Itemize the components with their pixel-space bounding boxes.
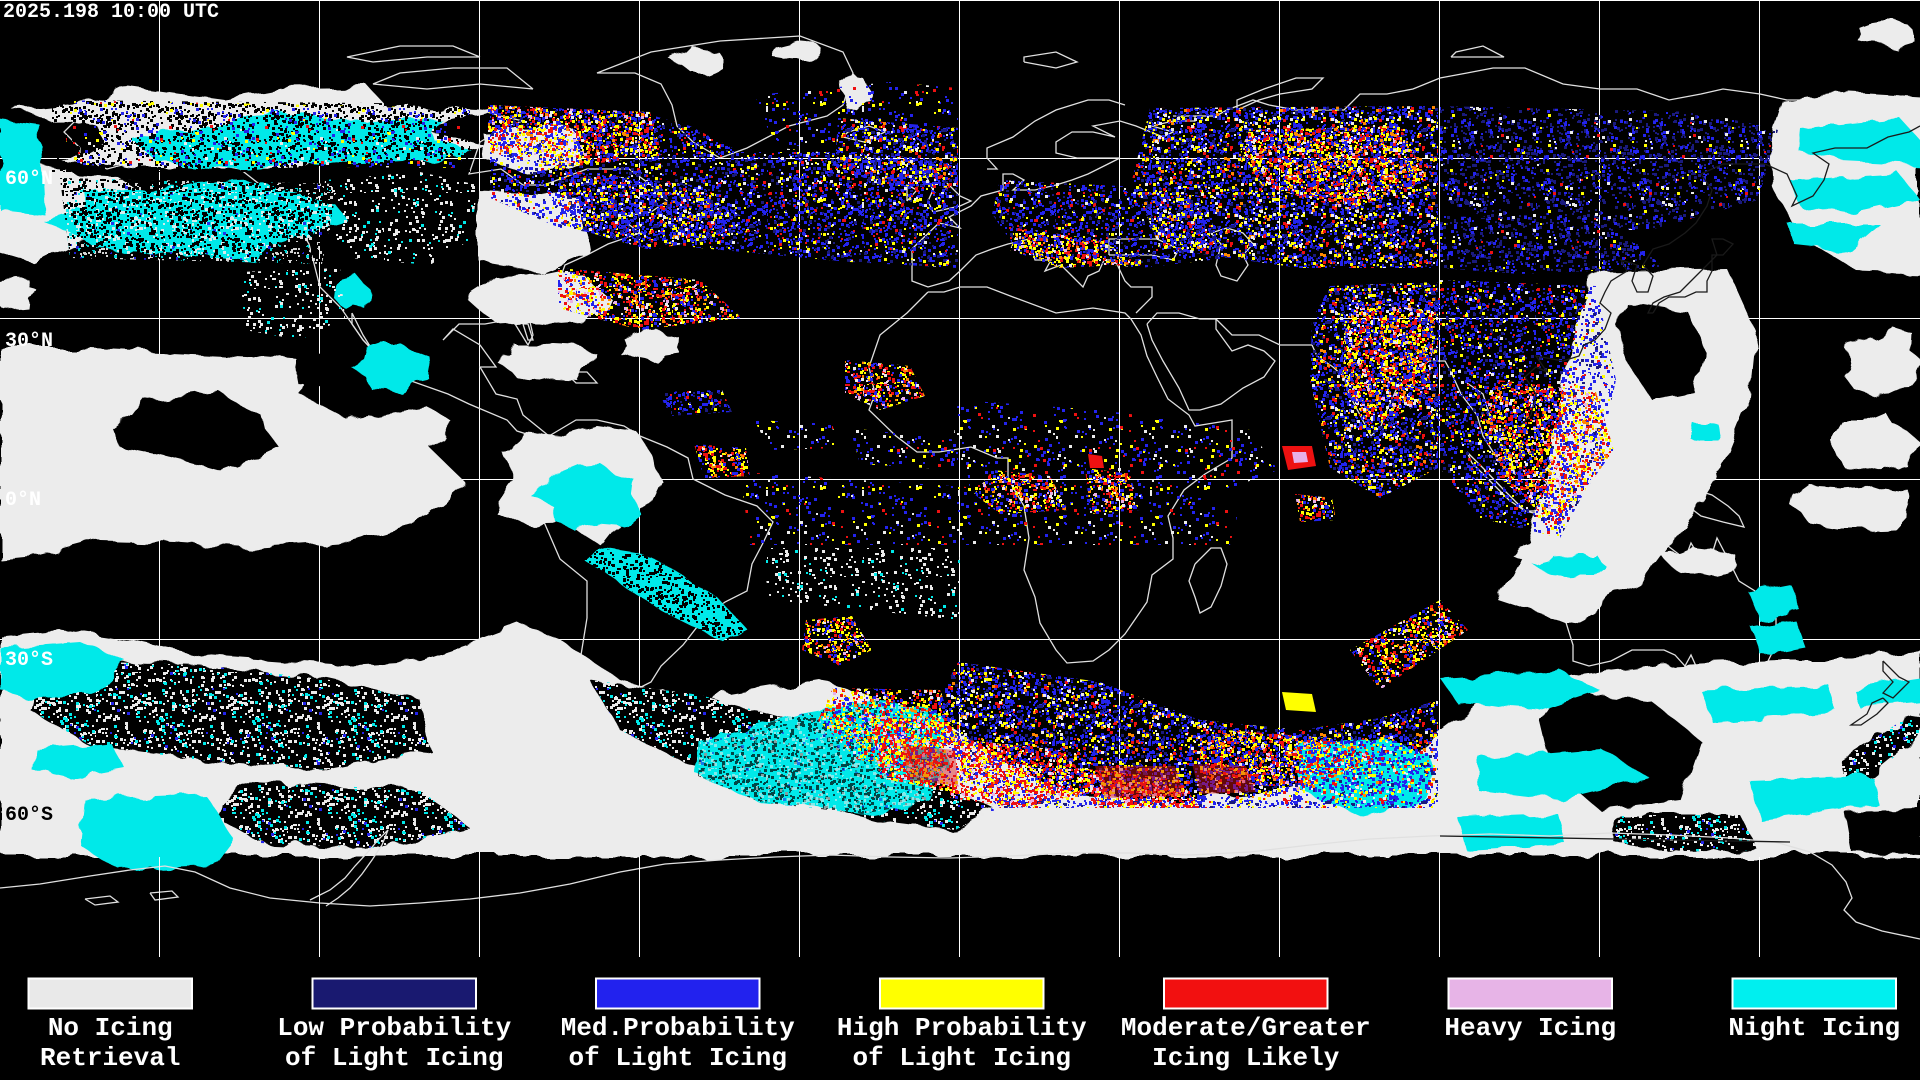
svg-text:Icing Likely: Icing Likely — [1152, 1043, 1340, 1073]
svg-text:Low Probability: Low Probability — [277, 1013, 511, 1043]
svg-text:60°S: 60°S — [5, 804, 53, 827]
svg-text:Night Icing: Night Icing — [1728, 1013, 1900, 1043]
svg-text:30°N: 30°N — [5, 330, 53, 353]
svg-text:High Probability: High Probability — [837, 1013, 1087, 1043]
svg-text:of Light Icing: of Light Icing — [569, 1043, 787, 1073]
svg-text:Retrieval: Retrieval — [40, 1043, 180, 1073]
svg-text:0°N: 0°N — [5, 489, 41, 512]
svg-text:Moderate/Greater: Moderate/Greater — [1121, 1013, 1371, 1043]
svg-text:of Light Icing: of Light Icing — [853, 1043, 1071, 1073]
svg-text:30°S: 30°S — [5, 649, 53, 672]
svg-text:2025.198 10:00 UTC: 2025.198 10:00 UTC — [3, 1, 219, 24]
svg-text:No Icing: No Icing — [48, 1013, 173, 1043]
svg-text:of Light Icing: of Light Icing — [285, 1043, 503, 1073]
svg-text:Heavy Icing: Heavy Icing — [1444, 1013, 1616, 1043]
svg-text:60°N: 60°N — [5, 168, 53, 191]
svg-text:Med.Probability: Med.Probability — [561, 1013, 795, 1043]
